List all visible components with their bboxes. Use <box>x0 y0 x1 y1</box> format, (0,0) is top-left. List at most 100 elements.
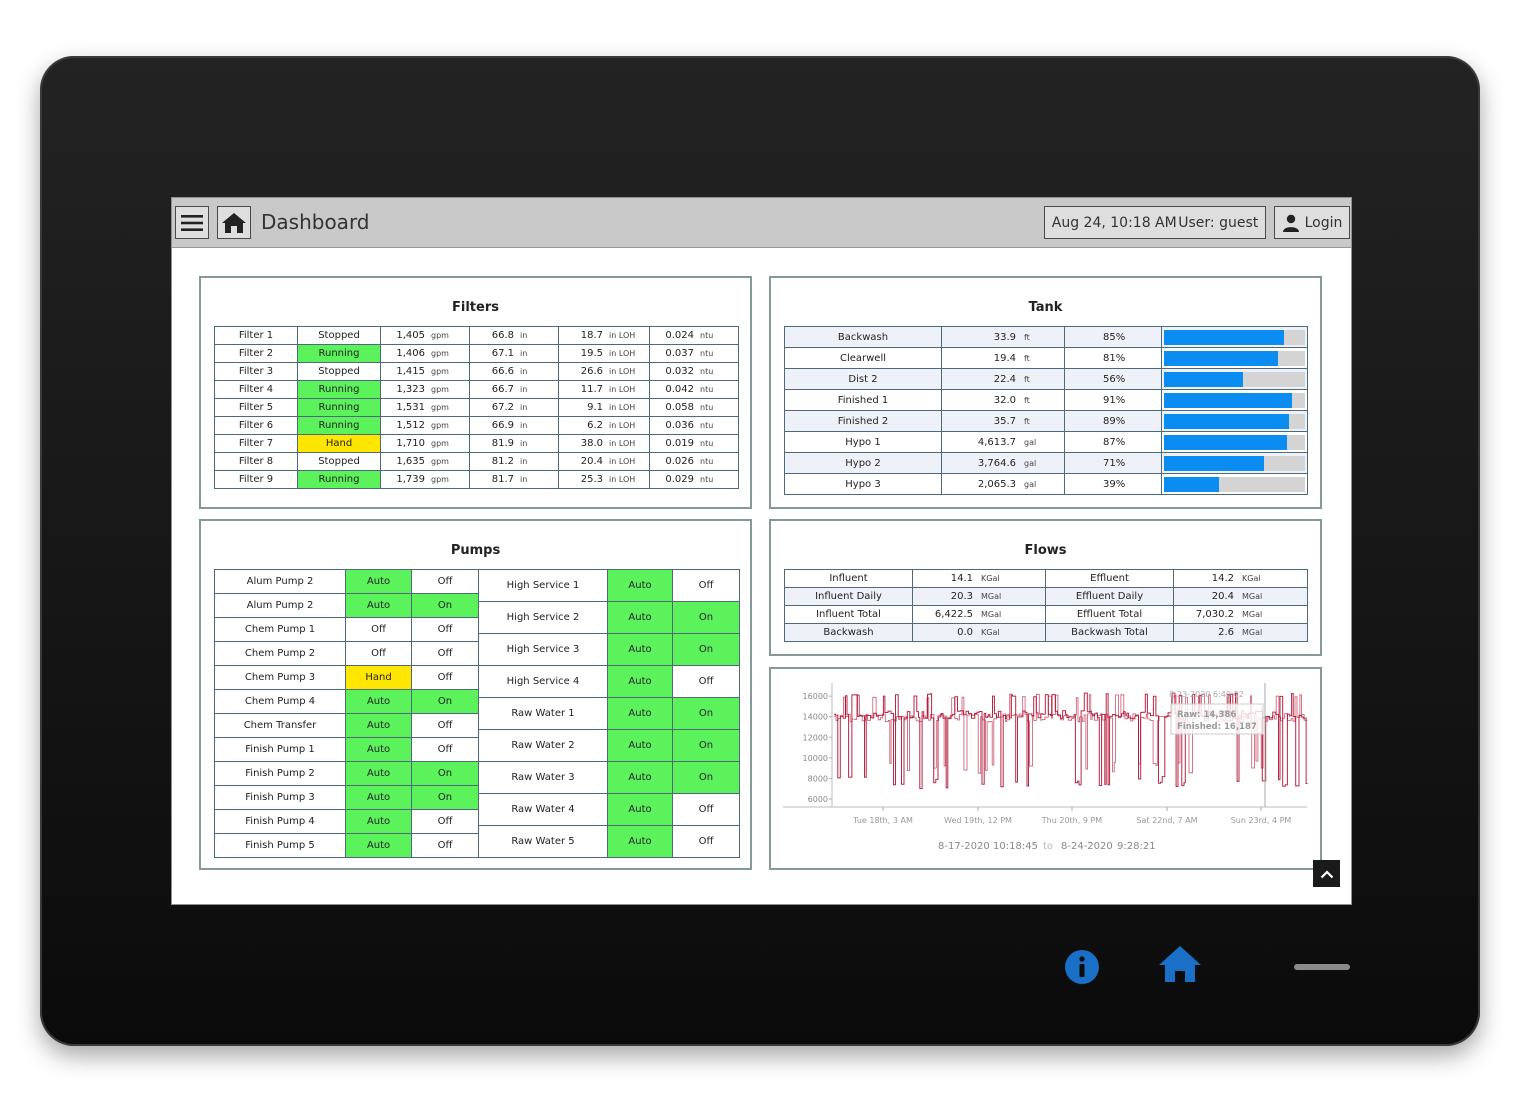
home-button[interactable] <box>217 206 251 239</box>
pump-row: Raw Water 3 Auto On <box>478 761 740 794</box>
pump-mode[interactable]: Auto <box>345 833 412 858</box>
pump-mode[interactable]: Auto <box>345 737 412 762</box>
flow-value-cell: 20.3 MGal <box>912 587 1046 606</box>
pump-row: Alum Pump 2 Auto Off <box>214 569 479 594</box>
pump-mode[interactable]: Auto <box>345 785 412 810</box>
pump-state: On <box>411 761 479 786</box>
filter-level-unit: in <box>520 331 528 340</box>
tank-unit: ft <box>1024 374 1030 384</box>
pump-mode[interactable]: Auto <box>607 697 673 730</box>
y-tick-label: 12000 <box>803 733 828 742</box>
filter-loh-wrap: 18.7 in LOH <box>560 328 649 344</box>
filter-flow-unit: gpm <box>431 367 449 376</box>
filter-loh-unit: in LOH <box>609 367 636 376</box>
filter-level-value: 81.9 <box>491 438 514 449</box>
filter-row: Filter 7 Hand 1,710 gpm 81.9 in 38.0 in LOH 0.01… <box>214 434 739 453</box>
pump-mode[interactable]: Auto <box>345 593 412 618</box>
menu-button[interactable] <box>175 206 209 239</box>
tooltip-finished: Finished: 16,187 <box>1177 722 1257 732</box>
tank-value: 32.0 <box>993 394 1016 406</box>
filter-loh-wrap: 38.0 in LOH <box>560 436 649 452</box>
pump-name: Alum Pump 2 <box>214 569 346 594</box>
pump-name: Raw Water 4 <box>478 793 608 826</box>
info-icon[interactable] <box>1064 949 1100 985</box>
tank-unit: ft <box>1024 416 1030 426</box>
date-range-range-start-date[interactable]: 8-17-2020 <box>938 841 990 852</box>
pump-mode[interactable]: Hand <box>345 665 412 690</box>
filter-name: Filter 2 <box>214 344 298 363</box>
date-range-range-end-date[interactable]: 8-24-2020 <box>1061 841 1113 852</box>
pump-name: High Service 1 <box>478 569 608 602</box>
tank-value-cell: 22.4 ft <box>941 368 1065 390</box>
pump-mode[interactable]: Off <box>345 617 412 642</box>
filter-flow: 1,406 gpm <box>380 344 470 363</box>
login-button[interactable]: Login <box>1274 206 1350 239</box>
pump-mode[interactable]: Auto <box>607 665 673 698</box>
filter-level: 67.1 in <box>469 344 559 363</box>
filter-loh-value: 6.2 <box>587 420 603 431</box>
tank-row: Dist 2 22.4 ft 56% <box>784 368 1308 390</box>
pump-mode[interactable]: Auto <box>607 825 673 858</box>
flow-value: 7,030.2 <box>1195 609 1234 620</box>
filter-level-value: 81.2 <box>491 456 514 467</box>
pump-mode[interactable]: Auto <box>607 729 673 762</box>
tank-unit: ft <box>1024 353 1030 363</box>
tank-value-cell: 33.9 ft <box>941 326 1065 348</box>
flow-row: Influent 14.1 KGal Effluent 14.2 KGal <box>784 569 1308 588</box>
tank-bar-track <box>1164 455 1305 471</box>
tank-percent: 71% <box>1064 452 1162 474</box>
filter-loh-unit: in LOH <box>609 421 636 430</box>
pump-mode[interactable]: Auto <box>607 601 673 634</box>
tank-value-cell: 35.7 ft <box>941 410 1065 432</box>
date-range-range-sep[interactable]: to <box>1043 841 1053 852</box>
filter-loh-wrap: 26.6 in LOH <box>560 364 649 380</box>
pump-row: Alum Pump 2 Auto On <box>214 593 479 618</box>
hardware-minus-button[interactable] <box>1294 964 1350 970</box>
tank-level-bar <box>1161 431 1308 453</box>
flow-value: 2.6 <box>1218 627 1234 638</box>
pump-mode[interactable]: Auto <box>345 713 412 738</box>
pump-mode[interactable]: Auto <box>607 761 673 794</box>
pump-mode[interactable]: Auto <box>345 809 412 834</box>
flows-table: Influent 14.1 KGal Effluent 14.2 KGal Influent… <box>784 569 1308 642</box>
tank-row: Hypo 2 3,764.6 gal 71% <box>784 452 1308 474</box>
pump-mode[interactable]: Auto <box>345 569 412 594</box>
filter-name: Filter 6 <box>214 416 298 435</box>
date-range-range-end-time[interactable]: 9:28:21 <box>1117 841 1156 852</box>
hardware-home-icon[interactable] <box>1157 944 1203 984</box>
filter-level-value: 67.2 <box>491 402 514 413</box>
pump-mode[interactable]: Auto <box>607 569 673 602</box>
pump-mode[interactable]: Auto <box>345 689 412 714</box>
filter-loh-unit: in LOH <box>609 331 636 340</box>
tank-level-bar <box>1161 410 1308 432</box>
filter-level-value: 81.7 <box>491 474 514 485</box>
pump-name: Chem Pump 1 <box>214 617 346 642</box>
pump-mode[interactable]: Auto <box>345 761 412 786</box>
filter-flow-unit: gpm <box>431 421 449 430</box>
scroll-top-button[interactable] <box>1313 860 1340 887</box>
filter-flow-wrap: 1,405 gpm <box>382 328 469 344</box>
pump-row: Finish Pump 3 Auto On <box>214 785 479 810</box>
flow-value-wrap: 20.3 MGal <box>914 589 1045 605</box>
filter-turbidity-unit: ntu <box>700 403 714 412</box>
filter-level: 66.9 in <box>469 416 559 435</box>
pump-mode[interactable]: Auto <box>607 633 673 666</box>
tank-value: 33.9 <box>993 331 1016 343</box>
chart-panel: 16000 14000 12000 10000 8000 6000 Tue 18th, 3 … <box>769 667 1322 870</box>
pump-name: Finish Pump 1 <box>214 737 346 762</box>
pump-row: Raw Water 4 Auto Off <box>478 793 740 826</box>
tank-row: Clearwell 19.4 ft 81% <box>784 347 1308 369</box>
pump-row: Finish Pump 5 Auto Off <box>214 833 479 858</box>
filter-flow: 1,405 gpm <box>380 326 470 345</box>
tank-percent: 91% <box>1064 389 1162 411</box>
trend-chart[interactable]: 16000 14000 12000 10000 8000 6000 Tue 18th, 3 … <box>771 669 1320 868</box>
filter-loh: 26.6 in LOH <box>558 362 650 381</box>
date-range-range-start-time[interactable]: 10:18:45 <box>993 841 1038 852</box>
flow-name: Backwash Total <box>1045 623 1174 642</box>
pump-mode[interactable]: Auto <box>607 793 673 826</box>
tank-value-wrap: 35.7 ft <box>943 412 1064 431</box>
pump-mode[interactable]: Off <box>345 641 412 666</box>
tank-value: 2,065.3 <box>977 478 1016 490</box>
pump-row: Finish Pump 4 Auto Off <box>214 809 479 834</box>
tank-row: Hypo 3 2,065.3 gal 39% <box>784 473 1308 495</box>
